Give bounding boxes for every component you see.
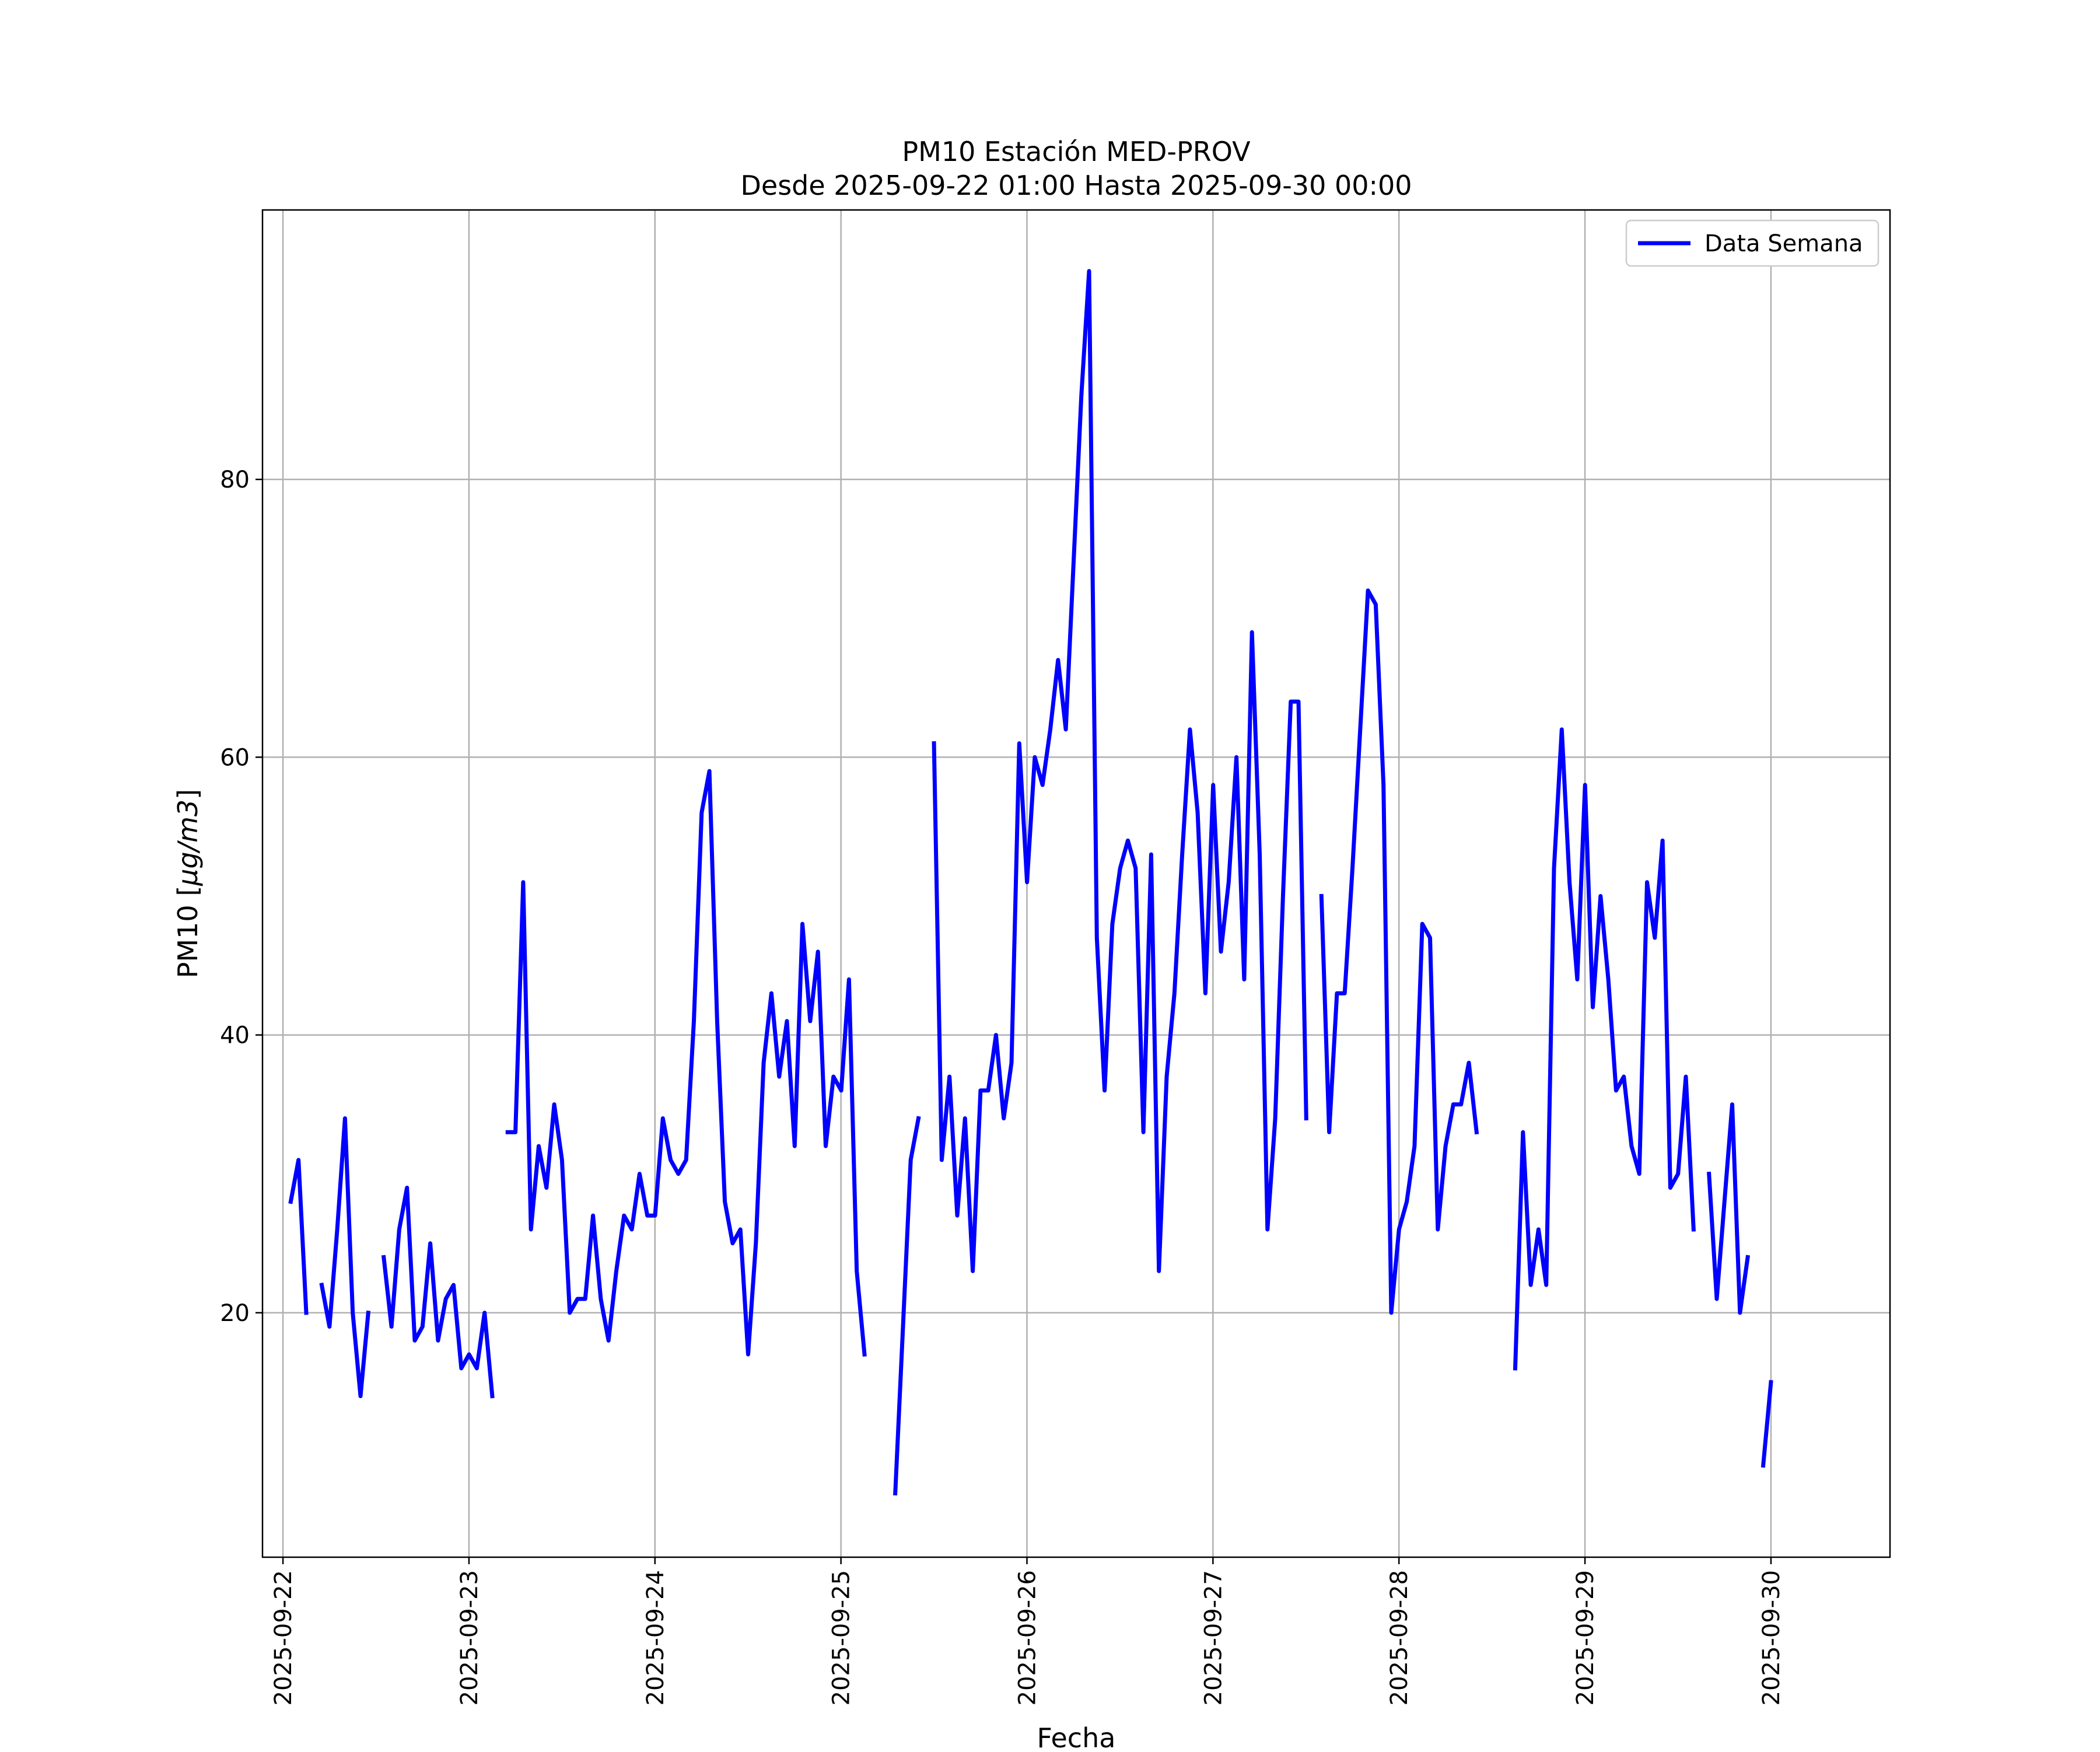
series-line-segment [1319, 588, 1479, 1315]
chart-subtitle: Desde 2025-09-22 01:00 Hasta 2025-09-30 … [740, 170, 1412, 201]
x-tick-label: 2025-09-30 [1758, 1570, 1785, 1705]
series-line-segment [288, 1158, 309, 1315]
legend: Data Semana [1625, 219, 1880, 267]
chart-title: PM10 Estación MED-PROV [902, 136, 1251, 167]
plot-area-background [262, 210, 1890, 1557]
series-line-segment [319, 1116, 371, 1399]
y-tick-label: 80 [220, 467, 250, 493]
x-tick-label: 2025-09-27 [1200, 1570, 1227, 1705]
x-tick-label: 2025-09-23 [456, 1570, 483, 1705]
x-tick-label: 2025-09-24 [642, 1570, 669, 1705]
y-tick-label: 60 [220, 744, 250, 771]
series-line-segment [381, 1186, 495, 1399]
grid-layer [262, 210, 1890, 1557]
y-axis-label: PM10 [μg/m3] [172, 789, 204, 979]
plot-area-frame [261, 209, 1891, 1558]
legend-label: Data Semana [1704, 230, 1863, 257]
y-axis-label-prefix: PM10 [ [172, 886, 204, 979]
series-line-segment [1513, 727, 1696, 1371]
x-tick-label: 2025-09-22 [270, 1570, 297, 1705]
x-tick-label: 2025-09-28 [1386, 1570, 1413, 1705]
legend-box [1625, 219, 1880, 267]
series-line-segment [505, 769, 867, 1357]
y-axis-label-suffix: ] [172, 789, 204, 800]
tick-layer: 2025-09-22 2025-09-23 2025-09-24 2025-09-25… [220, 467, 1785, 1705]
x-axis-label: Fecha [1037, 1722, 1116, 1750]
y-tick-label: 20 [220, 1300, 250, 1327]
series-line-segment [1760, 1380, 1773, 1468]
y-axis-label-unit: μg/m3 [172, 800, 204, 886]
series-line-segment [932, 269, 1308, 1273]
series-line-segment [1706, 1102, 1751, 1315]
y-tick-label: 40 [220, 1022, 250, 1049]
series-layer [288, 269, 1773, 1496]
x-tick-label: 2025-09-29 [1572, 1570, 1599, 1705]
x-tick-label: 2025-09-25 [828, 1570, 855, 1705]
x-tick-label: 2025-09-26 [1014, 1570, 1041, 1705]
series-line-segment [893, 1116, 921, 1496]
